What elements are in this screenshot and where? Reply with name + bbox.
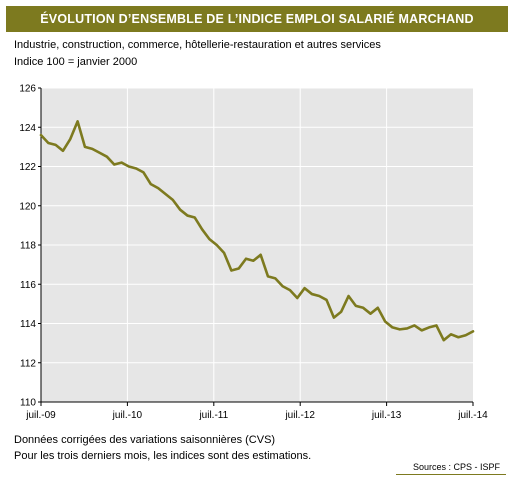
- y-tick-label: 112: [20, 358, 36, 369]
- y-tick-label: 114: [20, 319, 36, 330]
- y-tick-label: 124: [19, 123, 36, 134]
- x-tick-label: juil.-10: [112, 410, 143, 421]
- y-tick-label: 116: [20, 280, 36, 291]
- y-tick-label: 126: [19, 84, 36, 95]
- y-tick-label: 118: [20, 241, 36, 252]
- x-tick-label: juil.-12: [284, 410, 315, 421]
- chart-title: ÉVOLUTION D’ENSEMBLE DE L’INDICE EMPLOI …: [6, 6, 508, 32]
- line-chart: 110 112 114 116 118 120 122 124 126 juil.-09 juil.…: [19, 84, 488, 422]
- source-divider: [396, 474, 506, 475]
- x-tick-label: juil.-13: [371, 410, 402, 421]
- chart-frame: ÉVOLUTION D’ENSEMBLE DE L’INDICE EMPLOI …: [6, 6, 508, 482]
- chart-subtitle-scope: Industrie, construction, commerce, hôtel…: [14, 39, 381, 51]
- source-label: Sources : CPS - ISPF: [412, 462, 500, 472]
- x-tick-label: juil.-09: [25, 410, 56, 421]
- y-tick-label: 122: [19, 162, 36, 173]
- note-estimates: Pour les trois derniers mois, les indice…: [14, 450, 312, 462]
- chart-subtitle-base: Indice 100 = janvier 2000: [14, 56, 138, 68]
- note-seasonal-adjustment: Données corrigées des variations saisonn…: [14, 434, 276, 446]
- x-tick-label: juil.-11: [198, 410, 228, 421]
- series-line: [39, 120, 475, 342]
- x-tick-label: juil.-14: [457, 410, 488, 421]
- y-tick-label: 110: [20, 398, 36, 409]
- y-tick-label: 120: [19, 201, 36, 212]
